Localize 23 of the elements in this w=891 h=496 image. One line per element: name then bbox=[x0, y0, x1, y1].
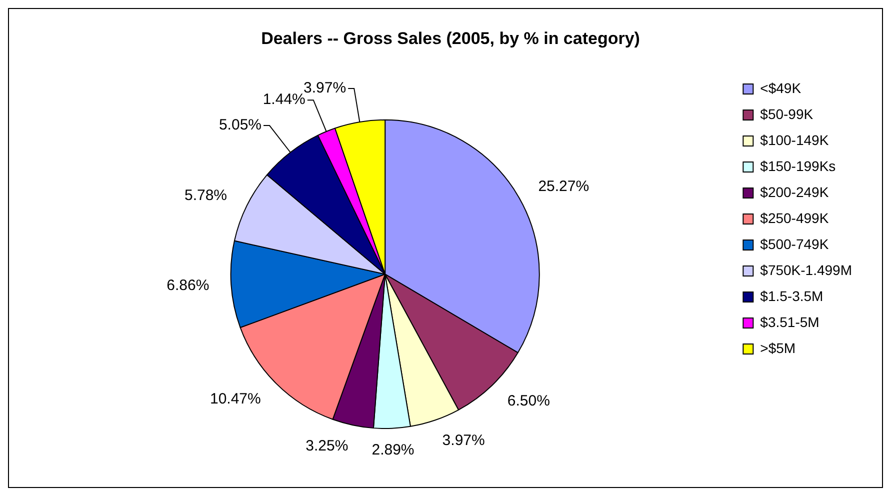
data-label: 2.89% bbox=[372, 441, 414, 458]
data-label: 5.78% bbox=[184, 187, 228, 204]
data-label: 3.97% bbox=[304, 80, 346, 97]
legend-label: $50-99K bbox=[760, 106, 814, 122]
legend-label: $1.5-3.5M bbox=[760, 288, 824, 304]
data-label: 5.05% bbox=[218, 116, 262, 134]
data-label: 10.47% bbox=[210, 390, 261, 408]
legend-label: <$49K bbox=[760, 80, 802, 96]
data-label: 3.97% bbox=[442, 432, 485, 450]
legend-label: $250-499K bbox=[760, 210, 830, 226]
data-label: 6.50% bbox=[507, 392, 550, 410]
chart-title: Dealers -- Gross Sales (2005, by % in category) bbox=[261, 28, 640, 48]
data-label: 1.44% bbox=[262, 91, 306, 108]
data-label: 25.27% bbox=[538, 178, 590, 195]
legend-label: $500-749K bbox=[760, 236, 830, 252]
legend-label: $150-199Ks bbox=[760, 158, 836, 174]
legend-label: >$5M bbox=[760, 340, 796, 356]
legend-label: $3.51-5M bbox=[760, 314, 820, 330]
legend-label: $750K-1.499M bbox=[760, 262, 852, 278]
legend-label: $200-249K bbox=[760, 184, 830, 200]
data-label: 6.86% bbox=[166, 277, 210, 294]
legend-label: $100-149K bbox=[760, 132, 830, 148]
data-label: 3.25% bbox=[306, 438, 348, 455]
